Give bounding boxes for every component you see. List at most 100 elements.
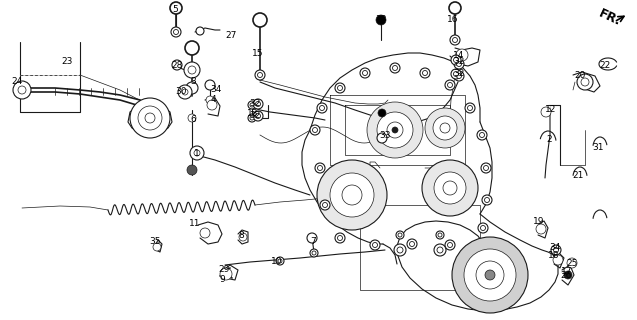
Circle shape (377, 112, 413, 148)
Circle shape (434, 244, 446, 256)
Text: 2: 2 (546, 135, 552, 145)
Circle shape (13, 81, 31, 99)
Circle shape (310, 125, 320, 135)
Text: 5: 5 (172, 5, 178, 14)
Circle shape (425, 108, 465, 148)
Circle shape (250, 103, 254, 107)
Text: 33: 33 (379, 131, 390, 140)
Circle shape (171, 27, 181, 37)
Circle shape (317, 165, 322, 171)
Circle shape (178, 85, 192, 99)
Circle shape (553, 255, 563, 265)
Circle shape (190, 146, 204, 160)
Circle shape (407, 239, 417, 249)
Circle shape (448, 83, 452, 87)
Text: 11: 11 (189, 220, 201, 228)
Circle shape (335, 83, 345, 93)
Circle shape (437, 247, 443, 253)
Circle shape (410, 242, 415, 246)
Circle shape (378, 109, 386, 117)
Circle shape (392, 127, 398, 133)
Text: 27: 27 (225, 30, 237, 39)
Circle shape (248, 114, 256, 122)
Text: 30: 30 (175, 87, 187, 97)
Circle shape (454, 59, 464, 69)
Text: 25: 25 (566, 259, 578, 268)
Circle shape (445, 80, 455, 90)
Circle shape (397, 247, 403, 253)
Circle shape (396, 231, 404, 239)
Circle shape (184, 62, 200, 78)
Text: 32: 32 (249, 111, 261, 121)
Text: 6: 6 (190, 115, 196, 124)
Circle shape (187, 165, 197, 175)
Circle shape (482, 195, 492, 205)
Circle shape (173, 29, 178, 35)
Circle shape (253, 13, 267, 27)
Circle shape (468, 106, 473, 110)
Circle shape (376, 15, 386, 25)
Circle shape (564, 271, 572, 279)
Circle shape (188, 114, 196, 122)
Circle shape (342, 185, 362, 205)
Circle shape (255, 70, 265, 80)
Text: 32: 32 (454, 58, 464, 67)
Circle shape (153, 243, 161, 251)
Text: 18: 18 (548, 251, 560, 260)
Circle shape (433, 116, 457, 140)
Text: 34: 34 (210, 85, 222, 94)
Circle shape (422, 160, 478, 216)
Text: 17: 17 (561, 268, 573, 276)
Circle shape (440, 123, 450, 133)
Circle shape (335, 233, 345, 243)
Circle shape (485, 197, 489, 203)
Circle shape (577, 74, 593, 90)
Text: 20: 20 (575, 70, 585, 79)
Text: 31: 31 (592, 142, 604, 151)
Circle shape (454, 58, 459, 62)
Circle shape (255, 101, 261, 107)
Circle shape (536, 224, 546, 234)
Circle shape (377, 133, 387, 143)
Text: 28: 28 (171, 60, 183, 69)
Text: 23: 23 (61, 58, 73, 67)
Circle shape (320, 106, 324, 110)
Circle shape (196, 27, 204, 35)
Text: 13: 13 (247, 108, 259, 117)
Circle shape (420, 68, 430, 78)
Circle shape (307, 233, 317, 243)
Circle shape (172, 60, 182, 70)
Circle shape (312, 251, 316, 255)
Text: 1: 1 (194, 148, 200, 157)
Circle shape (480, 226, 485, 230)
Circle shape (445, 240, 455, 250)
Circle shape (581, 78, 589, 86)
Circle shape (338, 85, 343, 91)
Circle shape (480, 132, 485, 138)
Circle shape (477, 130, 487, 140)
Circle shape (454, 71, 459, 76)
Text: 3: 3 (190, 77, 196, 86)
Circle shape (452, 237, 528, 313)
Circle shape (182, 89, 188, 95)
Circle shape (367, 102, 423, 158)
Circle shape (248, 101, 256, 109)
Text: 15: 15 (252, 49, 264, 58)
Circle shape (255, 114, 261, 118)
Circle shape (194, 150, 200, 156)
Circle shape (434, 172, 466, 204)
Circle shape (145, 113, 155, 123)
Circle shape (398, 233, 402, 237)
Circle shape (138, 106, 162, 130)
Circle shape (320, 200, 330, 210)
Circle shape (313, 127, 317, 132)
Circle shape (436, 231, 444, 239)
Circle shape (330, 173, 374, 217)
Circle shape (394, 244, 406, 256)
Circle shape (220, 268, 232, 280)
Text: FR.: FR. (597, 7, 623, 29)
Circle shape (373, 243, 378, 247)
Circle shape (370, 240, 380, 250)
Circle shape (449, 2, 461, 14)
Text: 26: 26 (561, 270, 571, 279)
